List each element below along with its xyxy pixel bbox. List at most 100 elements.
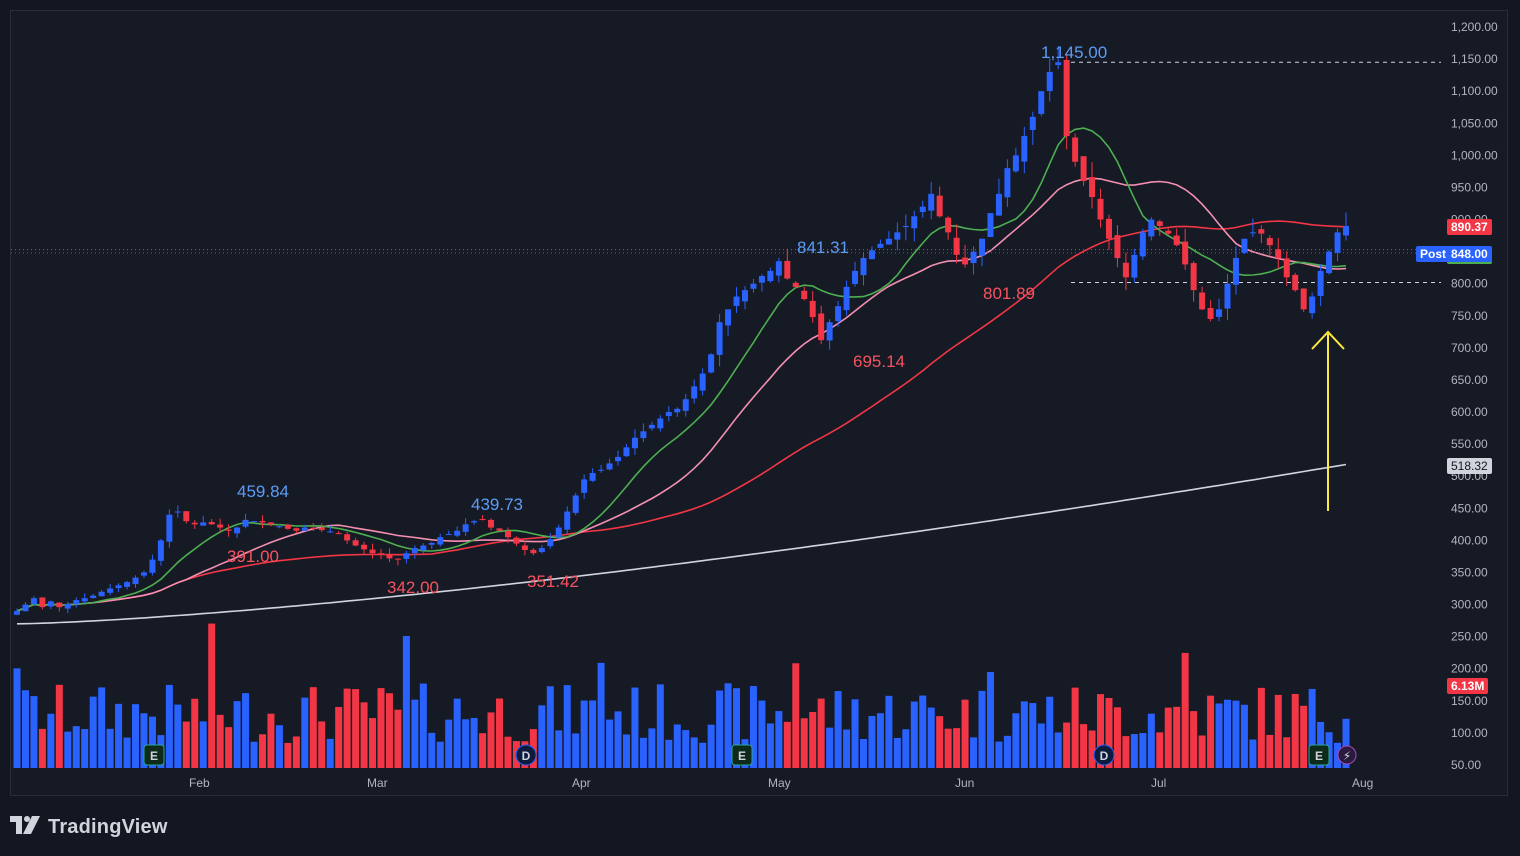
- candle-body: [1309, 296, 1316, 314]
- candle-body: [183, 511, 190, 522]
- candle-body: [1156, 221, 1163, 226]
- volume-bar: [656, 684, 664, 768]
- candle-body: [657, 418, 664, 429]
- candle-body: [970, 251, 977, 263]
- time-tick-label: Apr: [572, 776, 591, 790]
- volume-bar: [1308, 688, 1316, 768]
- ma50-path: [16, 220, 1347, 612]
- price-tick-label: 1,000.00: [1451, 148, 1498, 162]
- candle-body: [14, 610, 20, 615]
- volume-bar: [30, 696, 38, 768]
- candle-body: [1114, 235, 1121, 259]
- marker-bg: [1308, 744, 1330, 766]
- price-chart[interactable]: 459.84 391.00 342.00 439.73 351.42 841.31 695.…: [11, 11, 1509, 797]
- volume-bar: [826, 727, 834, 768]
- price-tick-label: 400.00: [1451, 533, 1488, 547]
- candle-body: [1097, 198, 1104, 220]
- price-tick-label: 350.00: [1451, 565, 1488, 579]
- candle-body: [284, 524, 291, 529]
- volume-bar: [648, 728, 656, 768]
- candle-body: [437, 537, 444, 545]
- time-tick-label: Jul: [1151, 776, 1166, 790]
- candle-body: [251, 521, 258, 523]
- low-price-label: 351.42: [527, 572, 579, 591]
- volume-bar: [682, 730, 690, 768]
- volume-bar: [318, 721, 326, 768]
- volume-bar: [233, 701, 241, 768]
- candle-body: [767, 270, 774, 282]
- volume-bar: [749, 686, 757, 768]
- candle-body: [691, 386, 698, 399]
- candle-body: [1334, 232, 1341, 253]
- candle-body: [1038, 91, 1045, 114]
- candle-body: [39, 597, 46, 608]
- price-tick-label: 1,100.00: [1451, 84, 1498, 98]
- volume-bar: [1147, 713, 1155, 768]
- brand[interactable]: TradingView: [10, 812, 168, 842]
- marker-letter: E: [1315, 749, 1323, 763]
- candle-body: [852, 270, 859, 284]
- candle-body: [140, 572, 147, 576]
- candle-body: [1029, 116, 1036, 130]
- candle-body: [1199, 292, 1206, 310]
- candle-body: [631, 437, 638, 449]
- low-price-label: 342.00: [387, 578, 439, 597]
- candle-body: [1283, 258, 1290, 278]
- candle-body: [513, 537, 520, 544]
- volume-bar: [1266, 734, 1274, 768]
- candle-body: [1148, 219, 1155, 237]
- volume-bar: [445, 719, 453, 768]
- volume-bar: [453, 698, 461, 768]
- lightning-icon: ⚡: [1337, 745, 1357, 765]
- ma-mid-path: [16, 177, 1347, 612]
- candle-body: [860, 258, 867, 276]
- candle-body: [1326, 251, 1333, 274]
- candle-body: [1258, 229, 1265, 234]
- high-price-label: 1,145.00: [1041, 43, 1107, 62]
- volume-bar: [809, 712, 817, 768]
- volume-bar: [597, 662, 605, 768]
- volume-bar: [301, 697, 309, 768]
- candle-body: [835, 306, 842, 322]
- candle-body: [784, 260, 791, 279]
- candle-body: [572, 495, 579, 513]
- volume-bar: [89, 696, 97, 768]
- marker-letter: E: [738, 749, 746, 763]
- volume-bar: [470, 717, 478, 768]
- high-price-label: 439.73: [471, 495, 523, 514]
- volume-bar: [504, 736, 512, 768]
- candle-body: [217, 524, 224, 528]
- volume-bar: [606, 719, 614, 768]
- volume-bar: [55, 684, 63, 768]
- volume-bar: [1020, 701, 1028, 768]
- candle-body: [403, 553, 410, 559]
- volume-bar: [267, 713, 275, 768]
- post-price-tag: 848.00: [1447, 246, 1492, 264]
- ma200-price-tag: 518.32: [1447, 458, 1492, 474]
- candle-body: [73, 600, 80, 605]
- last-price-tag: 890.37: [1447, 219, 1492, 235]
- volume-bar: [1071, 687, 1079, 768]
- time-axis: Feb Mar Apr May Jun Jul Aug: [189, 776, 1373, 790]
- candle-body: [665, 412, 672, 417]
- candle-body: [107, 588, 114, 593]
- volume-bar: [707, 724, 715, 768]
- candle-body: [1190, 263, 1197, 291]
- candle-body: [538, 548, 545, 553]
- volume-bar: [132, 704, 140, 768]
- candle-body: [818, 313, 825, 341]
- volume-bar: [360, 702, 368, 768]
- candle-body: [716, 322, 723, 355]
- candle-body: [47, 601, 54, 607]
- volume-bar: [758, 700, 766, 768]
- volume-bar: [1181, 652, 1189, 768]
- candle-body: [310, 527, 317, 529]
- time-tick-label: Feb: [189, 776, 210, 790]
- candle-body: [428, 542, 435, 545]
- volume-bar: [851, 699, 859, 768]
- volume-bar: [462, 719, 470, 768]
- ma-fast-path: [16, 127, 1347, 612]
- candle-body: [674, 408, 681, 413]
- chart-frame[interactable]: 459.84 391.00 342.00 439.73 351.42 841.31 695.…: [10, 10, 1508, 796]
- candle-body: [928, 193, 935, 211]
